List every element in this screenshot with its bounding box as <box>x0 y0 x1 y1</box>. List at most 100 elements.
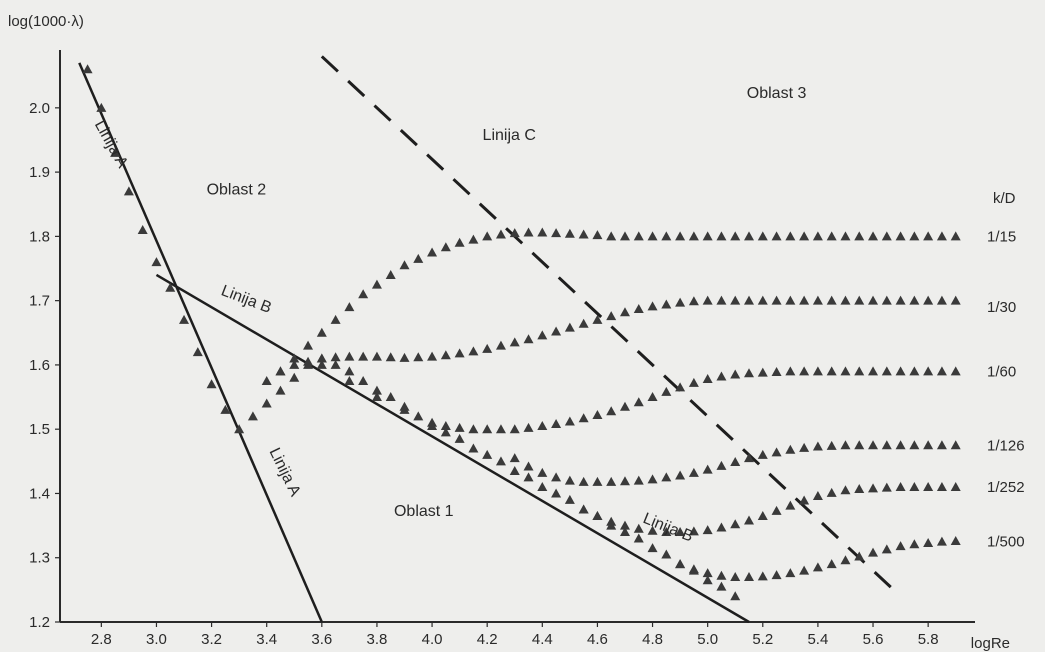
y-tick-label: 1.6 <box>29 357 50 374</box>
series-4-point <box>909 482 920 492</box>
annotation-6: Oblast 2 <box>207 182 267 199</box>
x-tick-label: 5.6 <box>863 631 884 648</box>
band-point <box>234 424 245 434</box>
x-tick-label: 3.8 <box>367 631 388 648</box>
band-point <box>220 404 231 414</box>
band-point <box>261 398 272 408</box>
series-5-point <box>854 551 865 561</box>
annotation-7: Oblast 3 <box>747 85 807 102</box>
series-1-point <box>371 351 382 361</box>
series-1-point <box>385 352 396 362</box>
series-0-point <box>744 231 755 241</box>
series-0-point <box>578 229 589 239</box>
series-0-point <box>881 231 892 241</box>
series-3-point <box>854 440 865 450</box>
y-tick-label: 2.0 <box>29 100 50 117</box>
series-0-point <box>385 269 396 279</box>
series-2-point <box>950 366 961 376</box>
series-4-point <box>950 482 961 492</box>
series-2-point <box>454 422 465 432</box>
series-5-point <box>771 570 782 580</box>
series-2-point <box>771 366 782 376</box>
series-3-point <box>730 456 741 466</box>
series-3-point <box>537 467 548 477</box>
series-3-point <box>564 475 575 485</box>
series-5-point <box>702 568 713 578</box>
series-1-point <box>771 295 782 305</box>
series-1-point <box>509 337 520 347</box>
series-0-point <box>909 231 920 241</box>
series-0-point <box>440 242 451 252</box>
series-4-point <box>799 495 810 505</box>
y-tick-label: 1.2 <box>29 614 50 631</box>
series-4-point <box>771 505 782 515</box>
band-point <box>137 224 148 234</box>
series-0-point <box>895 231 906 241</box>
series-1-point <box>427 351 438 361</box>
series-4-point <box>826 487 837 497</box>
series-0-point <box>413 253 424 263</box>
series-label-5: 1/500 <box>987 534 1025 551</box>
series-1-point <box>840 295 851 305</box>
series-3-point <box>661 472 672 482</box>
band-point <box>179 314 190 324</box>
series-0-point <box>358 289 369 299</box>
series-4-point <box>923 482 934 492</box>
y-tick-label: 1.5 <box>29 421 50 438</box>
series-0-point <box>868 231 879 241</box>
series-2-point <box>371 392 382 402</box>
series-1-point <box>592 314 603 324</box>
series-1-point <box>730 295 741 305</box>
series-3-point <box>881 440 892 450</box>
series-2-point <box>799 366 810 376</box>
series-label-2: 1/60 <box>987 363 1016 380</box>
band-point <box>482 449 493 459</box>
series-2-point <box>495 424 506 434</box>
band-point <box>192 347 203 357</box>
series-2-point <box>675 382 686 392</box>
band-point <box>702 575 713 585</box>
series-2-point <box>619 401 630 411</box>
series-2-point <box>868 366 879 376</box>
series-5-point <box>923 537 934 547</box>
series-0-point <box>826 231 837 241</box>
band-point <box>206 379 217 389</box>
series-3-point <box>606 476 617 486</box>
series-1-point <box>785 295 796 305</box>
annotation-0: Linija A <box>91 118 131 172</box>
x-tick-label: 3.4 <box>256 631 277 648</box>
series-1-point <box>495 340 506 350</box>
ref-line-1 <box>155 273 750 624</box>
band-point <box>330 359 341 369</box>
series-1-point <box>564 322 575 332</box>
series-3-point <box>716 460 727 470</box>
series-1-point <box>482 343 493 353</box>
band-point <box>427 420 438 430</box>
tick-labels: 2.8 3.0 3.2 3.4 3.6 3.8 4.0 4.2 4.4 4.6 4.8 5.0 5.2 5… <box>29 100 938 648</box>
series-3-point <box>785 444 796 454</box>
series-2-point <box>730 369 741 379</box>
band-point <box>413 411 424 421</box>
series-1-point <box>688 296 699 306</box>
band-point <box>96 102 107 112</box>
series-3-point <box>826 440 837 450</box>
series-label-4: 1/252 <box>987 479 1025 496</box>
series-2-point <box>578 413 589 423</box>
series-3-point <box>688 467 699 477</box>
band-point <box>303 359 314 369</box>
series-4-point <box>730 519 741 529</box>
series-2-point <box>647 392 658 402</box>
series-0-point <box>633 231 644 241</box>
band-point <box>509 465 520 475</box>
band-point <box>110 147 121 157</box>
series-1-point <box>895 295 906 305</box>
series-2-point <box>468 424 479 434</box>
x-tick-label: 4.8 <box>642 631 663 648</box>
annotation-4: Linija C <box>483 127 536 144</box>
series-1-point <box>468 346 479 356</box>
series-0-point <box>606 231 617 241</box>
series-4-point <box>661 527 672 537</box>
series-4-point <box>675 527 686 537</box>
series-1-point <box>606 311 617 321</box>
